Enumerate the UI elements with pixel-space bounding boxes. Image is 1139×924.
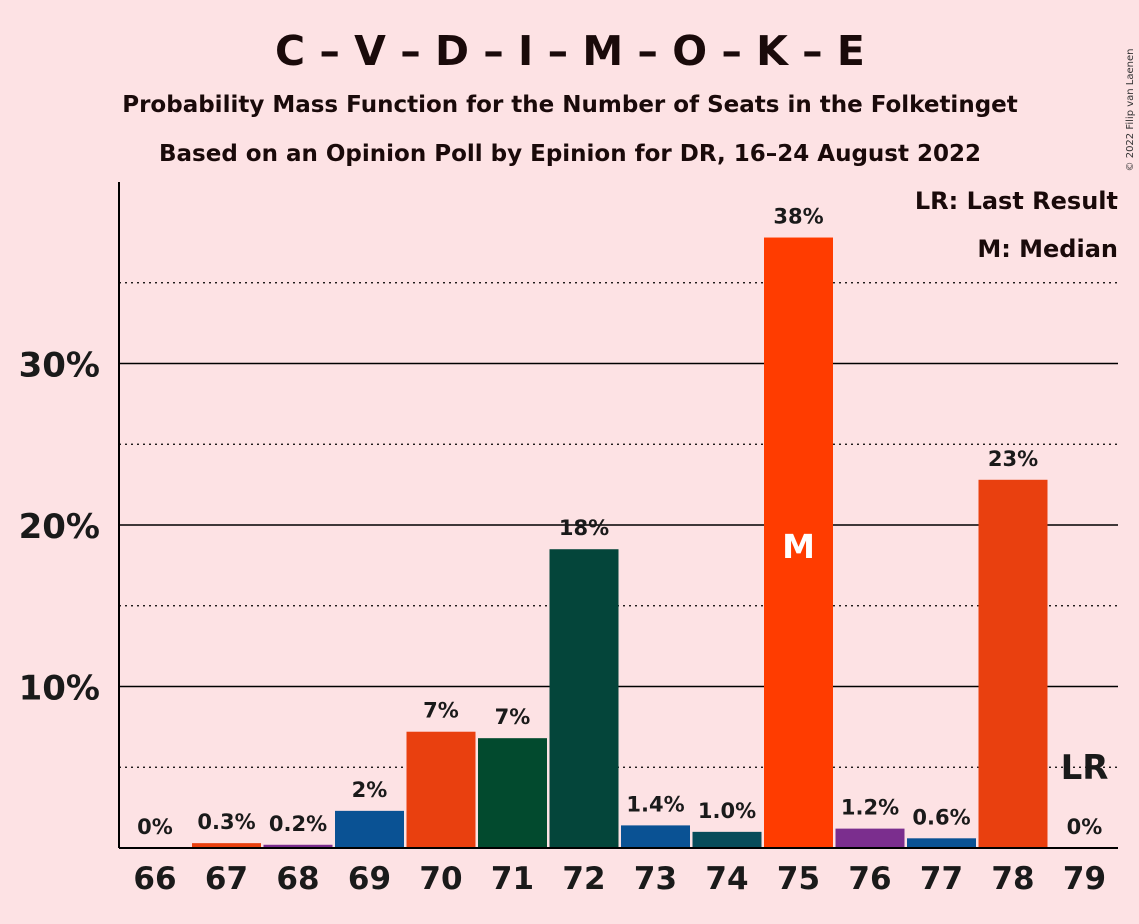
y-tick-labels: 10% 20% 30% <box>19 346 100 709</box>
bar-69 <box>335 810 404 848</box>
bar-70 <box>406 731 476 848</box>
bar-value-label-72: 18% <box>559 516 609 540</box>
bar-value-label-79: 0% <box>1067 815 1103 839</box>
bar-71 <box>478 738 547 848</box>
bar-value-label-77: 0.6% <box>912 805 970 829</box>
bar-value-label-78: 23% <box>988 447 1038 471</box>
bar-value-label-75: 38% <box>773 205 823 229</box>
x-tick-label: 69 <box>348 861 391 897</box>
x-tick-label: 66 <box>133 861 176 897</box>
bars <box>192 237 1048 848</box>
x-tick-label: 68 <box>276 861 319 897</box>
bar-value-label-69: 2% <box>352 778 388 802</box>
bar-72 <box>549 549 619 848</box>
bar-77 <box>907 838 976 848</box>
bar-75 <box>764 237 833 848</box>
bar-76 <box>835 828 905 848</box>
bar-value-label-74: 1.0% <box>698 799 756 823</box>
x-tick-label: 76 <box>848 861 891 897</box>
bar-67 <box>192 843 261 848</box>
x-tick-label: 71 <box>491 861 534 897</box>
last-result-marker: LR <box>1061 748 1109 788</box>
bar-value-label-70: 7% <box>423 699 459 723</box>
y-tick-label: 30% <box>19 346 100 386</box>
bar-value-label-73: 1.4% <box>626 792 684 816</box>
x-tick-labels: 66 67 68 69 70 71 72 73 74 75 76 77 78 79 <box>133 861 1106 897</box>
x-tick-label: 79 <box>1063 861 1106 897</box>
bar-73 <box>621 825 690 848</box>
bar-labels: 0% 0.3% 0.2% 2% 7% 7% 18% 1.4% 1.0% 38% 1.2% 0.6% 23… <box>137 205 1108 839</box>
chart-subtitle-2: Based on an Opinion Poll by Epinion for … <box>159 141 981 167</box>
chart-title: C – V – D – I – M – O – K – E <box>275 27 865 75</box>
x-tick-label: 75 <box>777 861 820 897</box>
x-tick-label: 73 <box>634 861 677 897</box>
median-marker: M <box>782 527 815 566</box>
x-tick-label: 67 <box>205 861 248 897</box>
chart-subtitle-1: Probability Mass Function for the Number… <box>122 92 1018 118</box>
x-tick-label: 70 <box>419 861 462 897</box>
legend-median: M: Median <box>977 235 1118 263</box>
x-tick-label: 78 <box>991 861 1034 897</box>
bar-value-label-68: 0.2% <box>269 812 327 836</box>
y-tick-label: 10% <box>19 669 100 709</box>
x-tick-label: 74 <box>705 861 748 897</box>
bar-78 <box>978 479 1048 848</box>
bar-value-label-76: 1.2% <box>841 796 899 820</box>
x-tick-label: 77 <box>920 861 963 897</box>
bar-value-label-71: 7% <box>495 705 531 729</box>
x-tick-label: 72 <box>562 861 605 897</box>
bar-value-label-66: 0% <box>137 815 173 839</box>
y-tick-label: 20% <box>19 507 100 547</box>
bar-68 <box>263 844 333 848</box>
copyright-text: © 2022 Filip van Laenen <box>1125 49 1136 172</box>
bar-74 <box>692 831 762 848</box>
bar-value-label-67: 0.3% <box>197 810 255 834</box>
legend-last-result: LR: Last Result <box>915 187 1118 215</box>
